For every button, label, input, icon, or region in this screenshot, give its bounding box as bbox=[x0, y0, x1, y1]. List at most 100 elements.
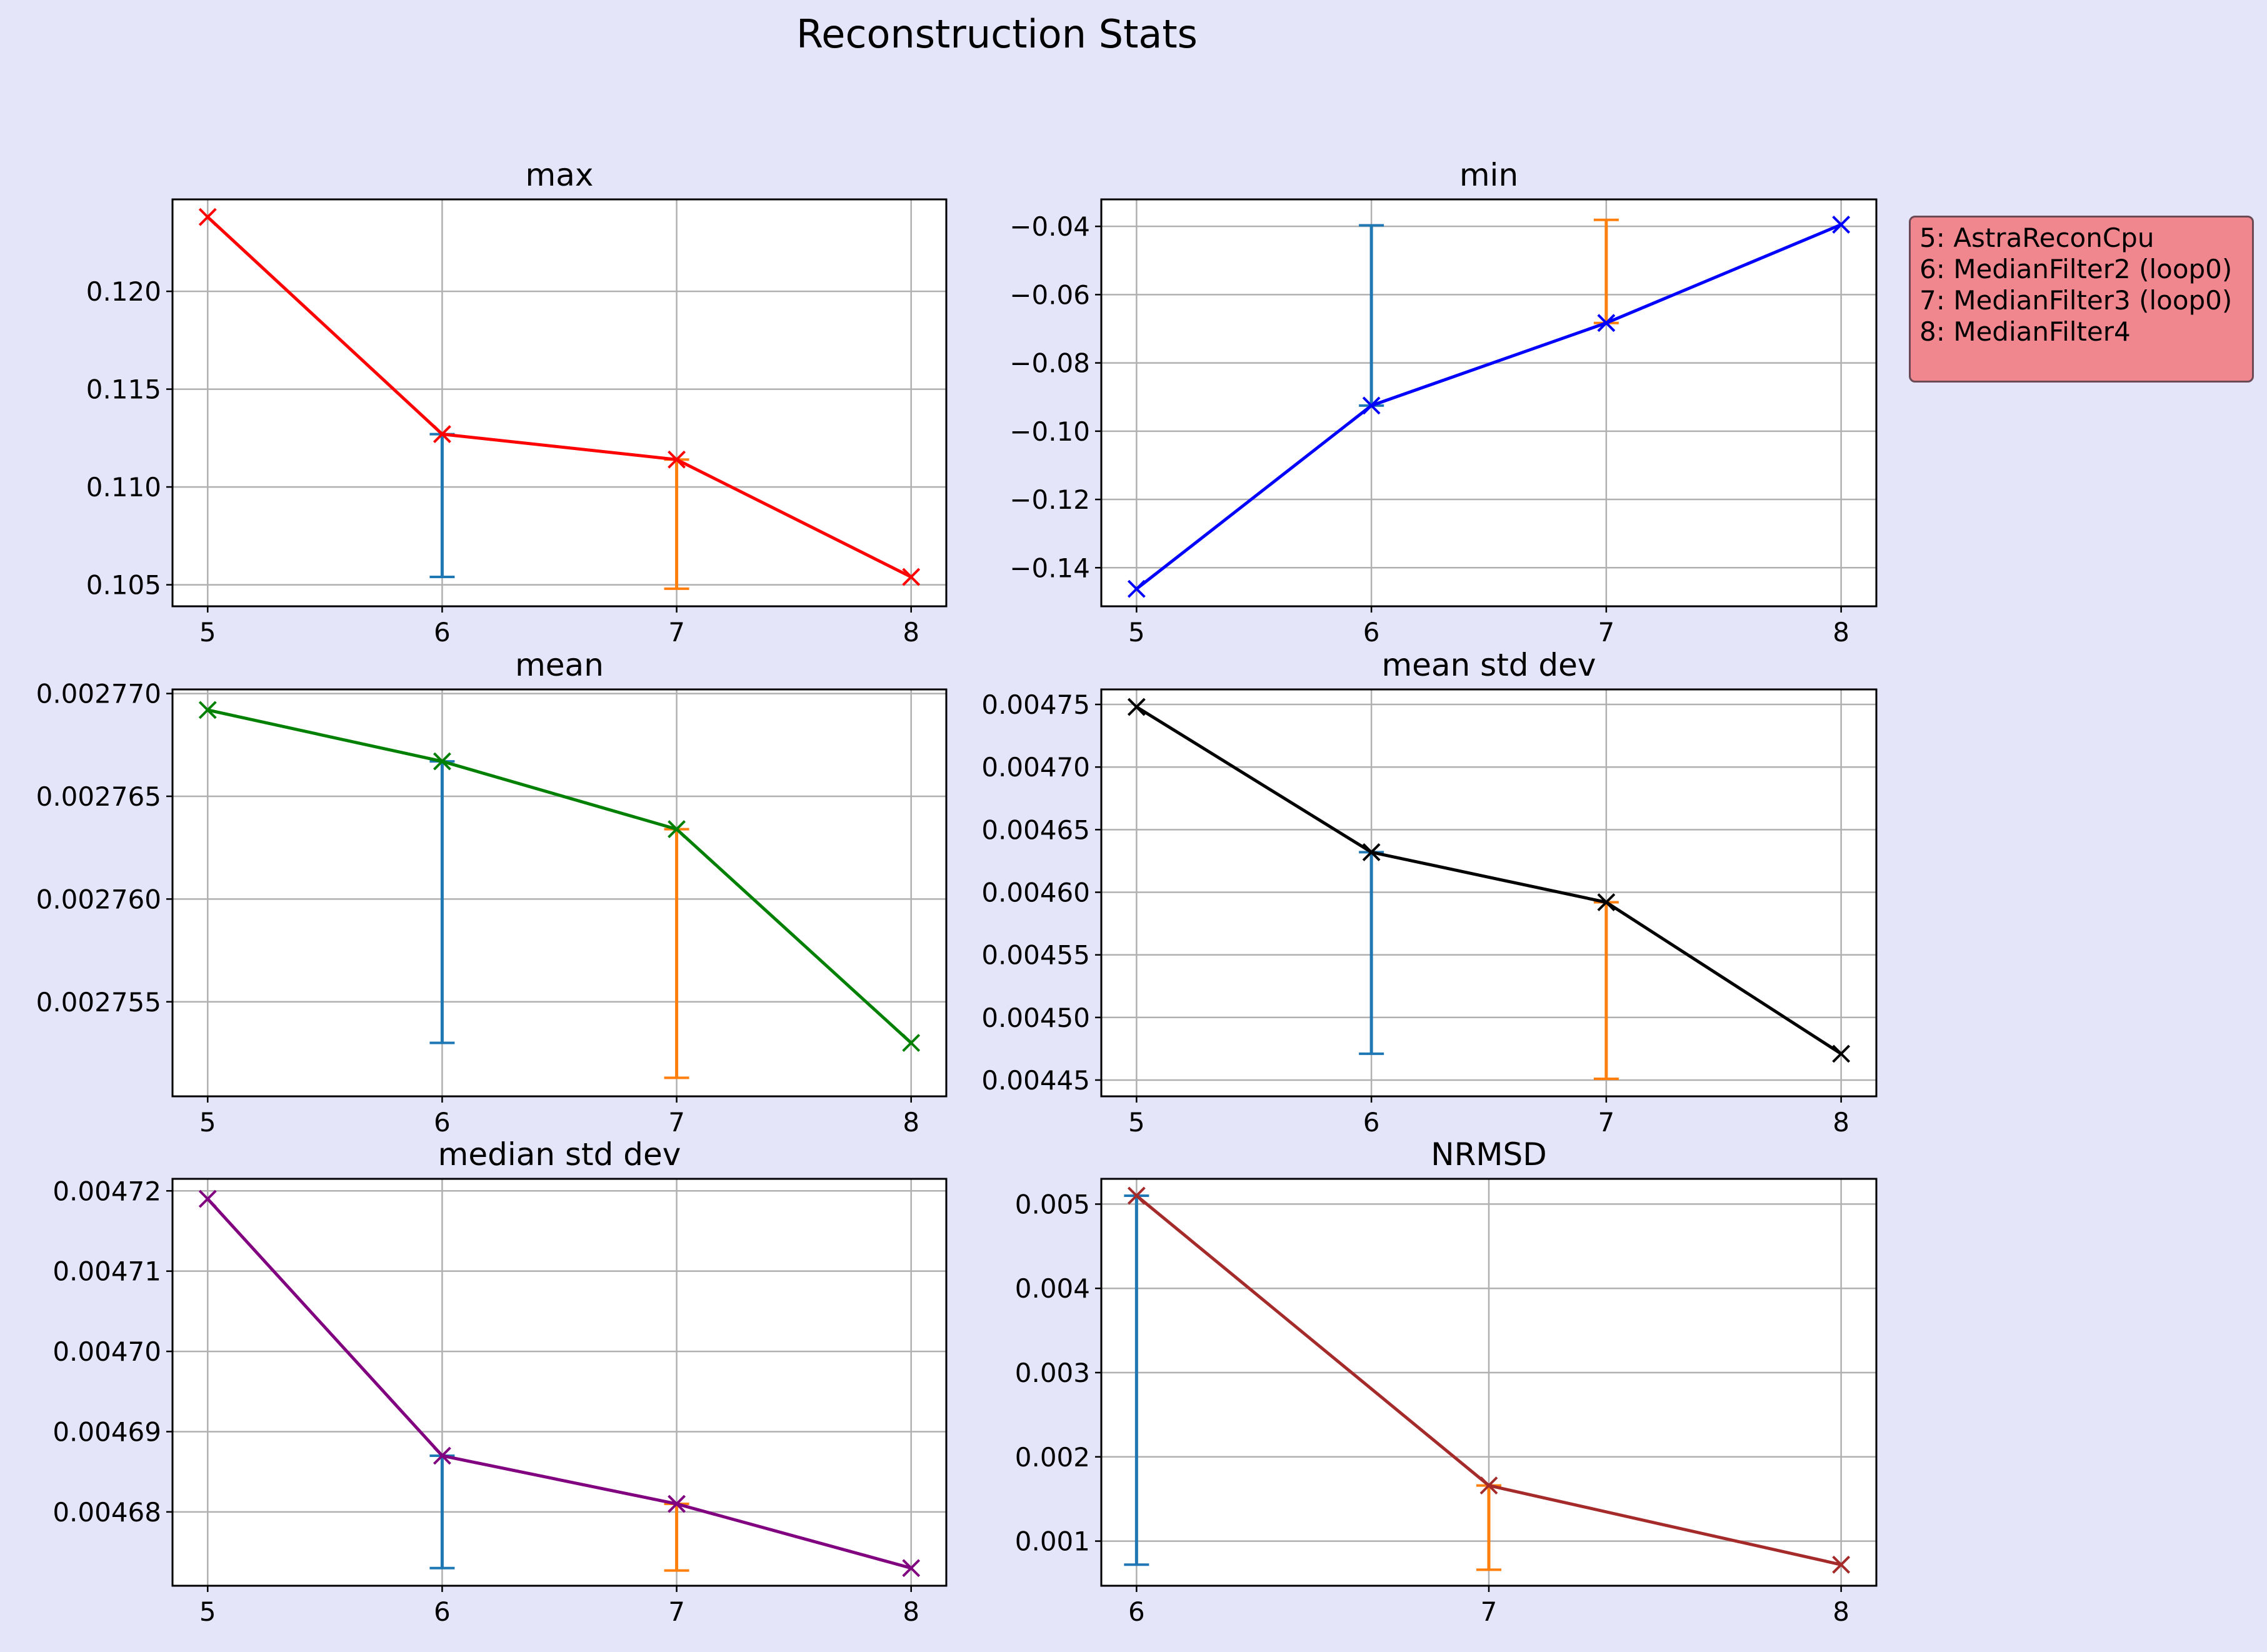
x-tick-label: 8 bbox=[903, 1596, 919, 1627]
y-tick-label: 0.110 bbox=[86, 472, 161, 503]
x-tick-label: 5 bbox=[199, 617, 216, 648]
data-point bbox=[433, 425, 451, 443]
x-tick-label: 6 bbox=[434, 1107, 451, 1138]
y-tick-label: 0.00469 bbox=[53, 1416, 161, 1447]
series-line bbox=[207, 708, 913, 1044]
x-tick-label: 8 bbox=[903, 1107, 919, 1138]
axes-frame bbox=[1100, 688, 1878, 1098]
legend-item: 7: MedianFilter3 (loop0) bbox=[1919, 285, 2233, 316]
y-tick-label: 0.002760 bbox=[36, 884, 161, 914]
x-tick-label: 7 bbox=[1598, 1107, 1615, 1138]
axes-frame bbox=[1100, 198, 1878, 608]
axes-background bbox=[173, 689, 946, 1096]
axes-frame bbox=[171, 688, 948, 1098]
y-tick-label: 0.00465 bbox=[981, 814, 1090, 845]
data-point bbox=[1832, 215, 1851, 234]
y-tick-label: 0.00460 bbox=[981, 877, 1090, 908]
y-tick-label: −0.12 bbox=[1009, 484, 1090, 515]
subplot-max: 5 6 7 8 0.105 0.110 0.115 0.120 max bbox=[86, 157, 948, 648]
legend-item: 5: AstraReconCpu bbox=[1919, 223, 2154, 253]
y-tick-label: −0.08 bbox=[1009, 348, 1090, 379]
data-point bbox=[1127, 698, 1146, 716]
axes-frame bbox=[171, 198, 948, 608]
y-tick-label: 0.005 bbox=[1015, 1189, 1090, 1219]
y-tick-label: −0.10 bbox=[1009, 416, 1090, 447]
data-point bbox=[668, 1494, 686, 1513]
y-tick-label: 0.00455 bbox=[981, 940, 1090, 971]
data-point bbox=[198, 1189, 217, 1208]
data-point bbox=[1127, 579, 1146, 598]
series-line bbox=[206, 216, 912, 579]
y-tick-label: −0.04 bbox=[1009, 211, 1090, 242]
series-line bbox=[206, 1198, 912, 1570]
subplot-title: min bbox=[1459, 157, 1518, 193]
x-tick-label: 5 bbox=[199, 1596, 216, 1627]
data-point bbox=[1362, 843, 1381, 861]
y-tick-label: 0.002 bbox=[1015, 1442, 1090, 1473]
axes-background bbox=[173, 199, 946, 606]
data-point bbox=[668, 820, 686, 838]
x-tick-label: 8 bbox=[1833, 1596, 1849, 1627]
subplot-mean-std-dev: 5 6 7 8 0.00445 0.00450 0.00455 0.00460 0.00465 0… bbox=[981, 647, 1878, 1138]
legend-item: 6: MedianFilter2 (loop0) bbox=[1919, 254, 2233, 284]
subplot-title: mean std dev bbox=[1381, 647, 1596, 683]
x-tick-label: 7 bbox=[668, 1596, 685, 1627]
y-tick-label: 0.00468 bbox=[53, 1497, 161, 1528]
x-tick-label: 6 bbox=[1128, 1596, 1145, 1627]
subplot-NRMSD: 6 7 8 0.001 0.002 0.003 0.004 0.005 NRMSD bbox=[1015, 1136, 1878, 1627]
y-tick-label: 0.00450 bbox=[981, 1003, 1090, 1033]
legend: 5: AstraReconCpu 6: MedianFilter2 (loop0… bbox=[1909, 216, 2254, 383]
data-point bbox=[1362, 396, 1381, 415]
x-tick-label: 7 bbox=[668, 1107, 685, 1138]
y-tick-label: 0.00472 bbox=[53, 1176, 161, 1206]
y-tick-label: 0.002765 bbox=[36, 781, 161, 812]
data-point bbox=[1127, 1186, 1146, 1205]
data-point bbox=[1597, 893, 1616, 911]
y-tick-label: 0.00471 bbox=[53, 1256, 161, 1287]
data-point bbox=[198, 208, 217, 226]
data-point bbox=[902, 1034, 921, 1052]
data-point bbox=[433, 1446, 451, 1465]
legend-item: 8: MedianFilter4 bbox=[1919, 316, 2131, 347]
subplot-title: max bbox=[526, 157, 594, 193]
subplot-title: mean bbox=[515, 647, 604, 683]
axes-frame bbox=[171, 1178, 948, 1587]
y-tick-label: −0.14 bbox=[1009, 553, 1090, 583]
y-tick-label: 0.002770 bbox=[36, 679, 161, 709]
x-tick-label: 6 bbox=[1363, 1107, 1380, 1138]
subplot-title: median std dev bbox=[438, 1136, 681, 1173]
series-line bbox=[1136, 705, 1842, 1055]
y-tick-label: 0.120 bbox=[86, 276, 161, 307]
y-tick-label: 0.001 bbox=[1015, 1526, 1090, 1557]
x-tick-label: 5 bbox=[199, 1107, 216, 1138]
y-tick-label: 0.00475 bbox=[981, 689, 1090, 720]
data-point bbox=[1479, 1476, 1498, 1495]
y-tick-label: −0.06 bbox=[1009, 279, 1090, 310]
data-point bbox=[433, 752, 451, 771]
data-point bbox=[198, 701, 217, 719]
x-tick-label: 6 bbox=[434, 617, 451, 648]
x-tick-label: 6 bbox=[1363, 617, 1380, 648]
x-tick-label: 5 bbox=[1128, 1107, 1145, 1138]
subplot-title: NRMSD bbox=[1431, 1136, 1547, 1173]
x-tick-label: 7 bbox=[1598, 617, 1615, 648]
data-point bbox=[1832, 1044, 1851, 1063]
x-tick-label: 8 bbox=[903, 617, 919, 648]
data-point bbox=[902, 1559, 921, 1578]
subplot-mean: 5 6 7 8 0.002755 0.002760 0.002765 0.002770 mean bbox=[36, 647, 948, 1138]
axes-background bbox=[173, 1179, 946, 1586]
y-tick-label: 0.003 bbox=[1015, 1358, 1090, 1388]
axes-background bbox=[1101, 199, 1876, 606]
figure-title: Reconstruction Stats bbox=[796, 11, 1198, 57]
data-point bbox=[902, 568, 921, 586]
y-tick-label: 0.004 bbox=[1015, 1273, 1090, 1304]
series-line bbox=[1135, 223, 1842, 591]
subplot-median-std-dev: 5 6 7 8 0.00468 0.00469 0.00470 0.00471 0.00472 m… bbox=[53, 1136, 948, 1627]
x-tick-label: 6 bbox=[434, 1596, 451, 1627]
x-tick-label: 8 bbox=[1833, 1107, 1849, 1138]
data-point bbox=[1597, 314, 1616, 333]
data-point bbox=[668, 450, 686, 469]
x-tick-label: 5 bbox=[1128, 617, 1145, 648]
